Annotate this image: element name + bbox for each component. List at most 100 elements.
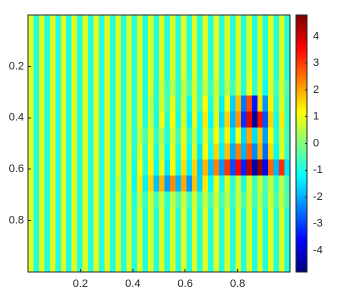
- colorbar-step: [296, 27, 307, 30]
- heatmap-cell: [126, 239, 133, 257]
- colorbar-step: [296, 209, 307, 213]
- heatmap-cell: [175, 143, 182, 161]
- heatmap-cell: [104, 95, 111, 112]
- heatmap-cell: [104, 191, 111, 209]
- heatmap-cell: [44, 47, 51, 64]
- colorbar-step: [296, 35, 307, 38]
- heatmap-cell: [169, 95, 176, 112]
- heatmap-cell: [115, 31, 122, 48]
- heatmap-cell: [131, 47, 138, 64]
- heatmap-cell: [71, 143, 78, 161]
- colorbar-step: [296, 265, 307, 269]
- heatmap-cell: [131, 111, 138, 129]
- heatmap-cell: [180, 79, 187, 96]
- heatmap-cell: [159, 239, 166, 257]
- heatmap-cell: [208, 111, 215, 129]
- heatmap-cell: [257, 255, 264, 273]
- colorbar: [296, 15, 307, 273]
- heatmap-cell: [126, 95, 133, 112]
- heatmap-cell: [224, 63, 231, 80]
- heatmap-cell: [202, 111, 209, 129]
- colorbar-step: [296, 269, 307, 273]
- heatmap-cell: [164, 47, 171, 64]
- heatmap-cell: [246, 159, 253, 177]
- heatmap-cell: [66, 159, 73, 177]
- heatmap-cell: [88, 207, 95, 225]
- colorbar-step: [296, 207, 307, 211]
- heatmap-cell: [104, 223, 111, 241]
- colorbar-step: [296, 189, 307, 193]
- heatmap-cell: [169, 63, 176, 80]
- heatmap-cell: [38, 207, 45, 225]
- heatmap-cell: [191, 31, 198, 48]
- heatmap-cell: [240, 127, 247, 145]
- heatmap-cell: [268, 175, 275, 193]
- heatmap-cell: [104, 79, 111, 96]
- heatmap-cell: [115, 207, 122, 225]
- heatmap-cell: [104, 159, 111, 177]
- heatmap-cell: [229, 191, 237, 209]
- heatmap-cell: [219, 47, 226, 64]
- heatmap-cell: [82, 239, 89, 257]
- colorbar-step: [296, 59, 307, 62]
- heatmap-cell: [98, 111, 106, 129]
- heatmap-cell: [175, 191, 182, 209]
- x-tick-label: 0.4: [125, 278, 140, 290]
- colorbar-step: [296, 57, 307, 60]
- colorbar-step: [296, 121, 307, 125]
- heatmap-cell: [202, 175, 209, 193]
- colorbar-step: [296, 29, 307, 32]
- heatmap-cell: [109, 15, 116, 32]
- colorbar-step: [296, 243, 307, 247]
- heatmap-cell: [137, 79, 144, 96]
- heatmap-cell: [137, 143, 144, 161]
- heatmap-cell: [71, 223, 78, 241]
- heatmap-cell: [55, 47, 62, 64]
- heatmap-cell: [257, 63, 264, 80]
- heatmap-cell: [142, 239, 149, 257]
- heatmap-cell: [235, 207, 242, 225]
- heatmap-cell: [257, 47, 264, 64]
- colorbar-step: [296, 63, 307, 66]
- heatmap-cell: [202, 47, 209, 64]
- heatmap-cell: [71, 207, 78, 225]
- colorbar-step: [296, 179, 307, 183]
- heatmap-cell: [82, 111, 89, 129]
- heatmap-cell: [268, 63, 275, 80]
- heatmap-cell: [169, 47, 176, 64]
- x-tick-label: 0.8: [230, 278, 245, 290]
- heatmap-cell: [164, 191, 171, 209]
- heatmap-cell: [268, 207, 275, 225]
- heatmap-cell: [153, 159, 160, 177]
- heatmap-cell: [279, 239, 286, 257]
- heatmap-cell: [137, 191, 144, 209]
- colorbar-step: [296, 141, 307, 145]
- heatmap-cell: [208, 95, 215, 112]
- heatmap-cell: [164, 207, 171, 225]
- heatmap-cell: [131, 95, 138, 112]
- heatmap-cell: [88, 143, 95, 161]
- heatmap-cell: [229, 111, 237, 129]
- heatmap-cell: [131, 15, 138, 32]
- heatmap-cell: [93, 223, 100, 241]
- heatmap-cell: [49, 15, 56, 32]
- heatmap-cell: [71, 31, 78, 48]
- heatmap-cell: [191, 95, 198, 112]
- heatmap-cell: [197, 63, 204, 80]
- colorbar-step: [296, 69, 307, 72]
- heatmap-cell: [240, 111, 247, 129]
- heatmap-cell: [284, 255, 291, 273]
- heatmap-cell: [120, 31, 127, 48]
- colorbar-step: [296, 251, 307, 255]
- heatmap-cell: [115, 175, 122, 193]
- heatmap-cell: [229, 175, 237, 193]
- heatmap-cell: [279, 111, 286, 129]
- heatmap-cell: [153, 239, 160, 257]
- heatmap-cell: [159, 127, 166, 145]
- heatmap-cell: [49, 207, 56, 225]
- heatmap-cell: [208, 239, 215, 257]
- heatmap-cell: [148, 239, 155, 257]
- heatmap-cell: [268, 47, 275, 64]
- heatmap-cell: [257, 239, 264, 257]
- heatmap-cell: [246, 79, 253, 96]
